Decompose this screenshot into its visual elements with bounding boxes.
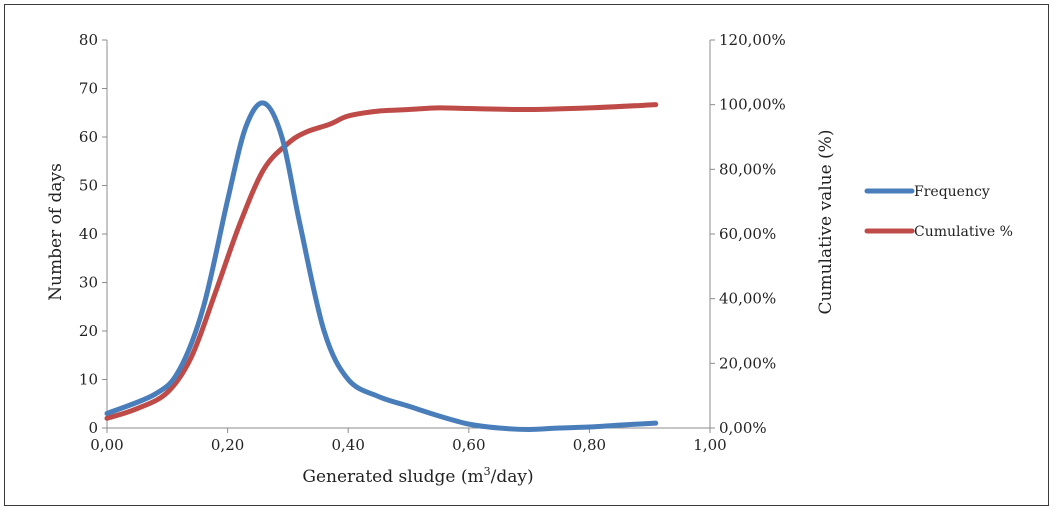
y2-tick-label: 100,00%: [719, 96, 786, 114]
legend-layer: Frequency Cumulative %: [864, 184, 1013, 240]
x-tick-label: 0,60: [452, 436, 485, 454]
y-tick-label: 40: [79, 225, 98, 243]
x-axis-title: Generated sludge (m3/day): [302, 465, 533, 487]
y-tick-label: 60: [79, 128, 98, 146]
series-line-cumulative: [104, 102, 659, 421]
legend-label-frequency: Frequency: [914, 184, 990, 200]
x-tick-label: 0,00: [90, 436, 123, 454]
y-tick-label: 20: [79, 322, 98, 340]
y2-tick-label: 120,00%: [719, 31, 786, 49]
chart-frame: [4, 4, 1049, 506]
series-line-frequency: [104, 100, 659, 432]
y2-tick-label: 20,00%: [719, 354, 776, 372]
x-tick-label: 0,20: [211, 436, 244, 454]
y-tick-label: 50: [79, 177, 98, 195]
y-tick-label: 0: [88, 419, 98, 437]
legend-label-cumulative: Cumulative %: [914, 224, 1013, 240]
y-tick-label: 70: [79, 80, 98, 98]
series-layer: [104, 100, 659, 432]
y2-axis-title: Cumulative value (%): [816, 130, 836, 315]
y-tick-label: 30: [79, 274, 98, 292]
x-tick-label: 1,00: [693, 436, 726, 454]
y-tick-label: 10: [79, 371, 98, 389]
y-tick-label: 80: [79, 31, 98, 49]
y2-tick-label: 80,00%: [719, 160, 776, 178]
y-axis-title: Number of days: [46, 163, 66, 301]
x-tick-label: 0,40: [331, 436, 364, 454]
y2-tick-label: 0,00%: [719, 419, 767, 437]
y2-tick-label: 40,00%: [719, 290, 776, 308]
y2-tick-label: 60,00%: [719, 225, 776, 243]
x-tick-label: 0,80: [573, 436, 606, 454]
axes-layer: 0 10 20 30 40 50 60 70 80 0,00% 20,00% 40,00% 60,00%…: [79, 31, 786, 454]
